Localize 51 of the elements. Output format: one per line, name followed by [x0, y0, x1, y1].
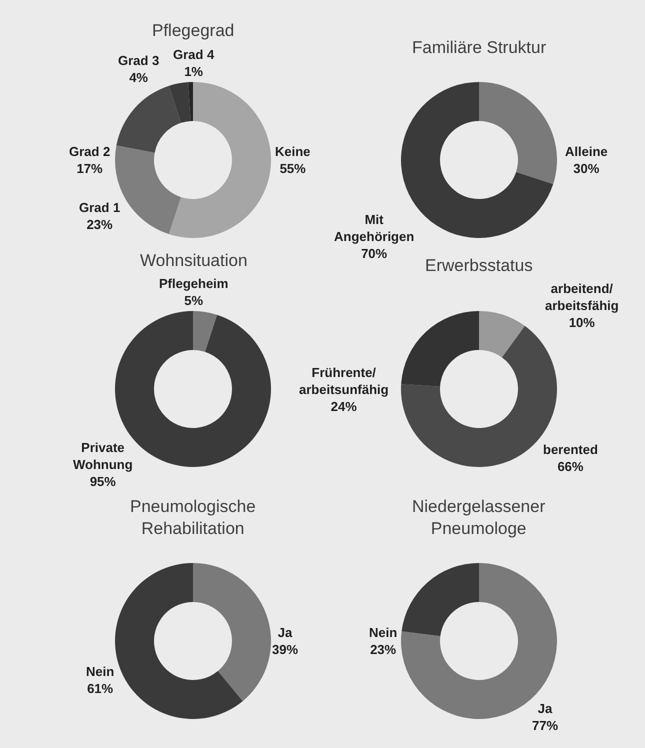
donut-slice — [401, 563, 557, 719]
donut-slice — [193, 311, 218, 352]
donut-slice — [402, 563, 479, 636]
donut-slice — [116, 86, 181, 153]
data-label: 70% — [361, 246, 388, 261]
data-label: 61% — [87, 680, 114, 696]
data-label: 10% — [568, 314, 596, 330]
data-label: 55% — [280, 160, 306, 176]
chart-title: Pneumologische Rehabilitation — [130, 497, 256, 538]
donut-slice — [188, 82, 193, 122]
donut-slice — [115, 145, 181, 234]
slice-label: berented — [543, 442, 598, 457]
chart-title: Familiäre Struktur — [412, 38, 546, 57]
data-label: 39% — [272, 642, 298, 657]
donut-slice — [479, 311, 525, 358]
donut-slice — [168, 82, 271, 238]
data-label: 1% — [184, 64, 204, 79]
slice-label: Grad 3 — [118, 53, 160, 68]
donut-slice — [479, 82, 557, 184]
slice-label: Grad 2 — [69, 144, 110, 159]
slice-label: Nein — [86, 664, 114, 679]
data-label: 23% — [86, 216, 114, 232]
data-label: 66% — [557, 458, 584, 474]
data-label: 17% — [76, 160, 104, 176]
slice-label: Private Wohnung — [73, 440, 133, 472]
slice-label: Alleine — [565, 144, 608, 159]
data-label: 24% — [330, 398, 358, 414]
slice-label: arbeitend/arbeitsfähig — [545, 281, 619, 313]
donut-slice — [168, 82, 191, 123]
donut-slice — [401, 311, 479, 387]
slice-label: Ja — [538, 701, 554, 716]
data-label: 95% — [90, 474, 116, 489]
data-label: 23% — [370, 642, 397, 657]
slice-label: Grad 1 — [79, 200, 120, 215]
slice-label: Frührente/arbeitsunfähig — [299, 365, 389, 397]
data-label: 30% — [573, 160, 600, 176]
slice-label: Nein — [369, 625, 398, 640]
data-label: 4% — [129, 70, 148, 85]
slice-label: Pflegeheim — [159, 276, 228, 291]
slice-label: Mit Angehörigen — [334, 212, 414, 244]
slice-label: Grad 4 — [173, 47, 215, 62]
chart-title: Wohnsituation — [140, 251, 248, 270]
chart-title: Pflegegrad — [152, 21, 234, 40]
donut-slice — [193, 563, 271, 702]
data-label: 77% — [532, 718, 558, 733]
data-label: 5% — [184, 292, 204, 308]
donut-slice — [115, 563, 243, 719]
chart-title: Erwerbsstatus — [425, 256, 533, 275]
chart-title: Niedergelassener Pneumologe — [412, 497, 546, 538]
slice-label: Keine — [275, 144, 310, 159]
slice-label: Ja — [278, 625, 294, 640]
